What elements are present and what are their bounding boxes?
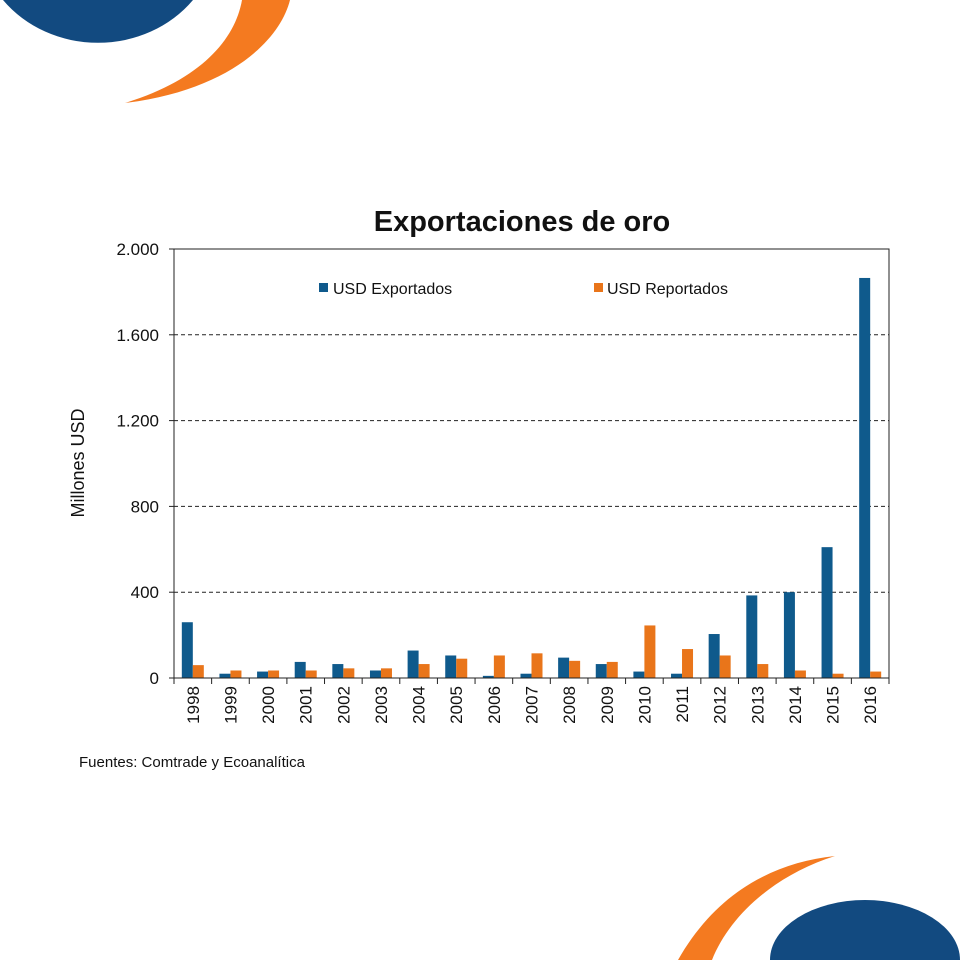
- bar-reportados: [644, 625, 656, 678]
- bottom-right-orange-swoosh: [678, 856, 835, 960]
- x-tick-label: 2005: [447, 686, 466, 724]
- bar-exportados: [257, 671, 269, 678]
- top-left-navy-circle: [3, 0, 193, 43]
- bar-reportados: [343, 668, 355, 678]
- x-tick-label: 2013: [748, 686, 767, 724]
- bar-exportados: [181, 622, 193, 678]
- bar-reportados: [794, 670, 806, 678]
- bar-reportados: [531, 653, 543, 678]
- legend-label-reportados: USD Reportados: [607, 281, 728, 298]
- bar-exportados: [671, 673, 683, 678]
- x-tick-label: 2002: [334, 686, 353, 724]
- bar-exportados: [783, 592, 795, 678]
- x-tick-label: 2006: [485, 686, 504, 724]
- y-axis-ticks: 0 400 800 1.200 1.600 2.000: [116, 240, 174, 688]
- bar-exportados: [520, 673, 532, 678]
- gridlines: [174, 248, 889, 593]
- legend-label-exportados: USD Exportados: [333, 281, 452, 298]
- bar-reportados: [569, 660, 581, 678]
- x-axis-ticks: 1998 1999 2000 2001 2002 2003 2004 2005 2006 2007…: [173, 678, 890, 724]
- x-tick-label: 2009: [598, 686, 617, 724]
- y-tick-label: 800: [131, 497, 159, 516]
- x-tick-label: 2001: [297, 686, 316, 724]
- source-note: Fuentes: Comtrade y Ecoanalítica: [79, 754, 305, 771]
- bar-exportados: [746, 595, 758, 678]
- bars: [181, 277, 882, 678]
- bar-reportados: [606, 661, 618, 678]
- bar-reportados: [757, 664, 769, 678]
- bar-exportados: [633, 671, 645, 678]
- bar-exportados: [482, 675, 494, 678]
- x-tick-label: 1998: [184, 686, 203, 724]
- bar-exportados: [332, 664, 344, 678]
- x-tick-label: 2011: [673, 686, 692, 723]
- bar-reportados: [230, 670, 242, 678]
- x-tick-label: 2014: [786, 686, 805, 724]
- x-tick-label: 2003: [372, 686, 391, 724]
- bar-reportados: [192, 665, 204, 678]
- bar-reportados: [870, 671, 882, 678]
- y-tick-label: 0: [150, 669, 159, 688]
- bar-reportados: [719, 655, 731, 678]
- bar-reportados: [268, 670, 280, 678]
- x-tick-label: 2008: [560, 686, 579, 724]
- x-tick-label: 2000: [259, 686, 278, 724]
- bar-exportados: [445, 655, 457, 678]
- y-tick-label: 1.600: [116, 326, 159, 345]
- bar-exportados: [595, 664, 607, 678]
- bar-reportados: [682, 649, 694, 678]
- bar-reportados: [418, 664, 430, 678]
- bar-reportados: [380, 668, 392, 678]
- legend: USD Exportados USD Reportados: [319, 281, 728, 298]
- bar-exportados: [821, 547, 833, 678]
- x-tick-label: 2010: [635, 686, 654, 724]
- bar-exportados: [369, 670, 381, 678]
- bar-reportados: [493, 655, 505, 678]
- bar-exportados: [558, 657, 570, 678]
- y-tick-label: 2.000: [116, 240, 159, 259]
- bar-exportados: [407, 650, 419, 678]
- legend-swatch-reportados: [594, 283, 603, 292]
- y-tick-label: 1.200: [116, 412, 159, 431]
- x-tick-label: 2012: [711, 686, 730, 724]
- legend-swatch-exportados: [319, 283, 328, 292]
- bottom-right-navy-circle: [770, 900, 960, 960]
- bar-reportados: [305, 670, 317, 678]
- chart-title: Exportaciones de oro: [374, 206, 671, 238]
- plot-area-frame: [173, 248, 890, 679]
- x-tick-label: 1999: [221, 686, 240, 724]
- y-axis-title: Millones USD: [68, 408, 88, 517]
- y-tick-label: 400: [131, 583, 159, 602]
- bar-exportados: [859, 277, 871, 678]
- bar-exportados: [294, 661, 306, 678]
- bar-exportados: [219, 673, 231, 678]
- x-tick-label: 2007: [523, 686, 542, 724]
- x-tick-label: 2004: [410, 686, 429, 724]
- top-left-orange-swoosh: [125, 0, 290, 103]
- x-tick-label: 2016: [861, 686, 880, 724]
- bar-exportados: [708, 634, 720, 678]
- x-tick-label: 2015: [824, 686, 843, 724]
- bar-reportados: [832, 673, 844, 678]
- bar-reportados: [456, 658, 468, 678]
